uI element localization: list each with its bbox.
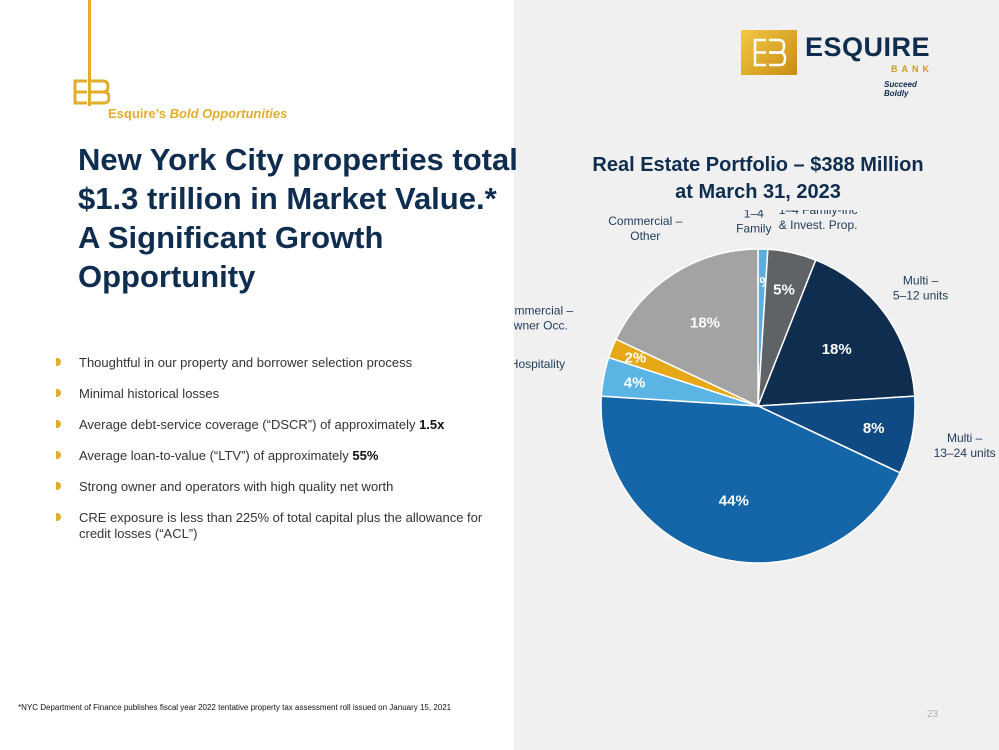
logo-bank-text: BANK bbox=[891, 64, 933, 74]
chart-title-line: Real Estate Portfolio – $388 Million bbox=[592, 154, 924, 176]
pie-percent-label: 18% bbox=[822, 341, 852, 358]
pie-slice bbox=[756, 259, 916, 407]
logo-tagline: Succeed Boldly bbox=[884, 80, 917, 98]
pie-category-label: Commercial –Owner Occ. bbox=[514, 304, 573, 333]
bullet-list: Thoughtful in our property and borrower … bbox=[56, 355, 496, 557]
page-number: 23 bbox=[927, 709, 939, 720]
pie-category-label: Multi –13–24 units bbox=[934, 431, 996, 460]
pie-category-label: Commercial – Other bbox=[608, 214, 682, 243]
pie-percent-label: 18% bbox=[690, 314, 720, 331]
eb-logo-icon bbox=[753, 38, 787, 67]
bullet-item: Thoughtful in our property and borrower … bbox=[56, 355, 496, 371]
bullet-item: CRE exposure is less than 225% of total … bbox=[56, 510, 496, 542]
section-label: Esquire’s Bold Opportunities bbox=[108, 106, 288, 121]
pie-category-label: Multi –5–12 units bbox=[893, 273, 948, 302]
bullet-marker bbox=[56, 451, 61, 459]
bullet-marker bbox=[56, 389, 61, 397]
chart-title-line: at March 31, 2023 bbox=[675, 181, 841, 203]
bullet-marker bbox=[56, 358, 61, 366]
bullet-item: Minimal historical losses bbox=[56, 386, 496, 402]
pie-category-label: Hospitality bbox=[514, 357, 565, 371]
pie-category-label: 1–4 Family bbox=[736, 210, 771, 235]
pie-slice bbox=[614, 248, 759, 408]
pie-percent-label: 5% bbox=[773, 282, 795, 299]
pie-category-label: 1–4 Family-Inc & Invest. Prop. bbox=[779, 210, 858, 232]
footnote: *NYC Department of Finance publishes fis… bbox=[18, 703, 452, 712]
pie-slice bbox=[600, 395, 902, 564]
pie-percent-label: 2% bbox=[625, 349, 647, 366]
pie-percent-label: 4% bbox=[624, 374, 646, 391]
chart-title: Real Estate Portfolio – $388 Million at … bbox=[558, 152, 958, 206]
pie-percent-label: 8% bbox=[863, 420, 885, 437]
eb-monogram-icon bbox=[73, 79, 110, 105]
bullet-marker bbox=[56, 482, 61, 490]
bullet-item: Strong owner and operators with high qua… bbox=[56, 479, 496, 495]
logo-name: ESQUIRE bbox=[805, 32, 931, 62]
bullet-item: Average debt-service coverage (“DSCR”) o… bbox=[56, 417, 496, 433]
logo-mark-box bbox=[741, 30, 797, 75]
bullet-item: Average loan-to-value (“LTV”) of approxi… bbox=[56, 448, 496, 464]
esquire-bank-logo: ESQUIRE BANK Succeed Boldly bbox=[741, 30, 941, 98]
pie-percent-label: 44% bbox=[719, 492, 749, 509]
accent-vertical-line bbox=[88, 0, 91, 106]
page-headline: New York City properties total $1.3 tril… bbox=[78, 142, 518, 294]
bullet-marker bbox=[56, 420, 61, 428]
bullet-marker bbox=[56, 513, 61, 521]
